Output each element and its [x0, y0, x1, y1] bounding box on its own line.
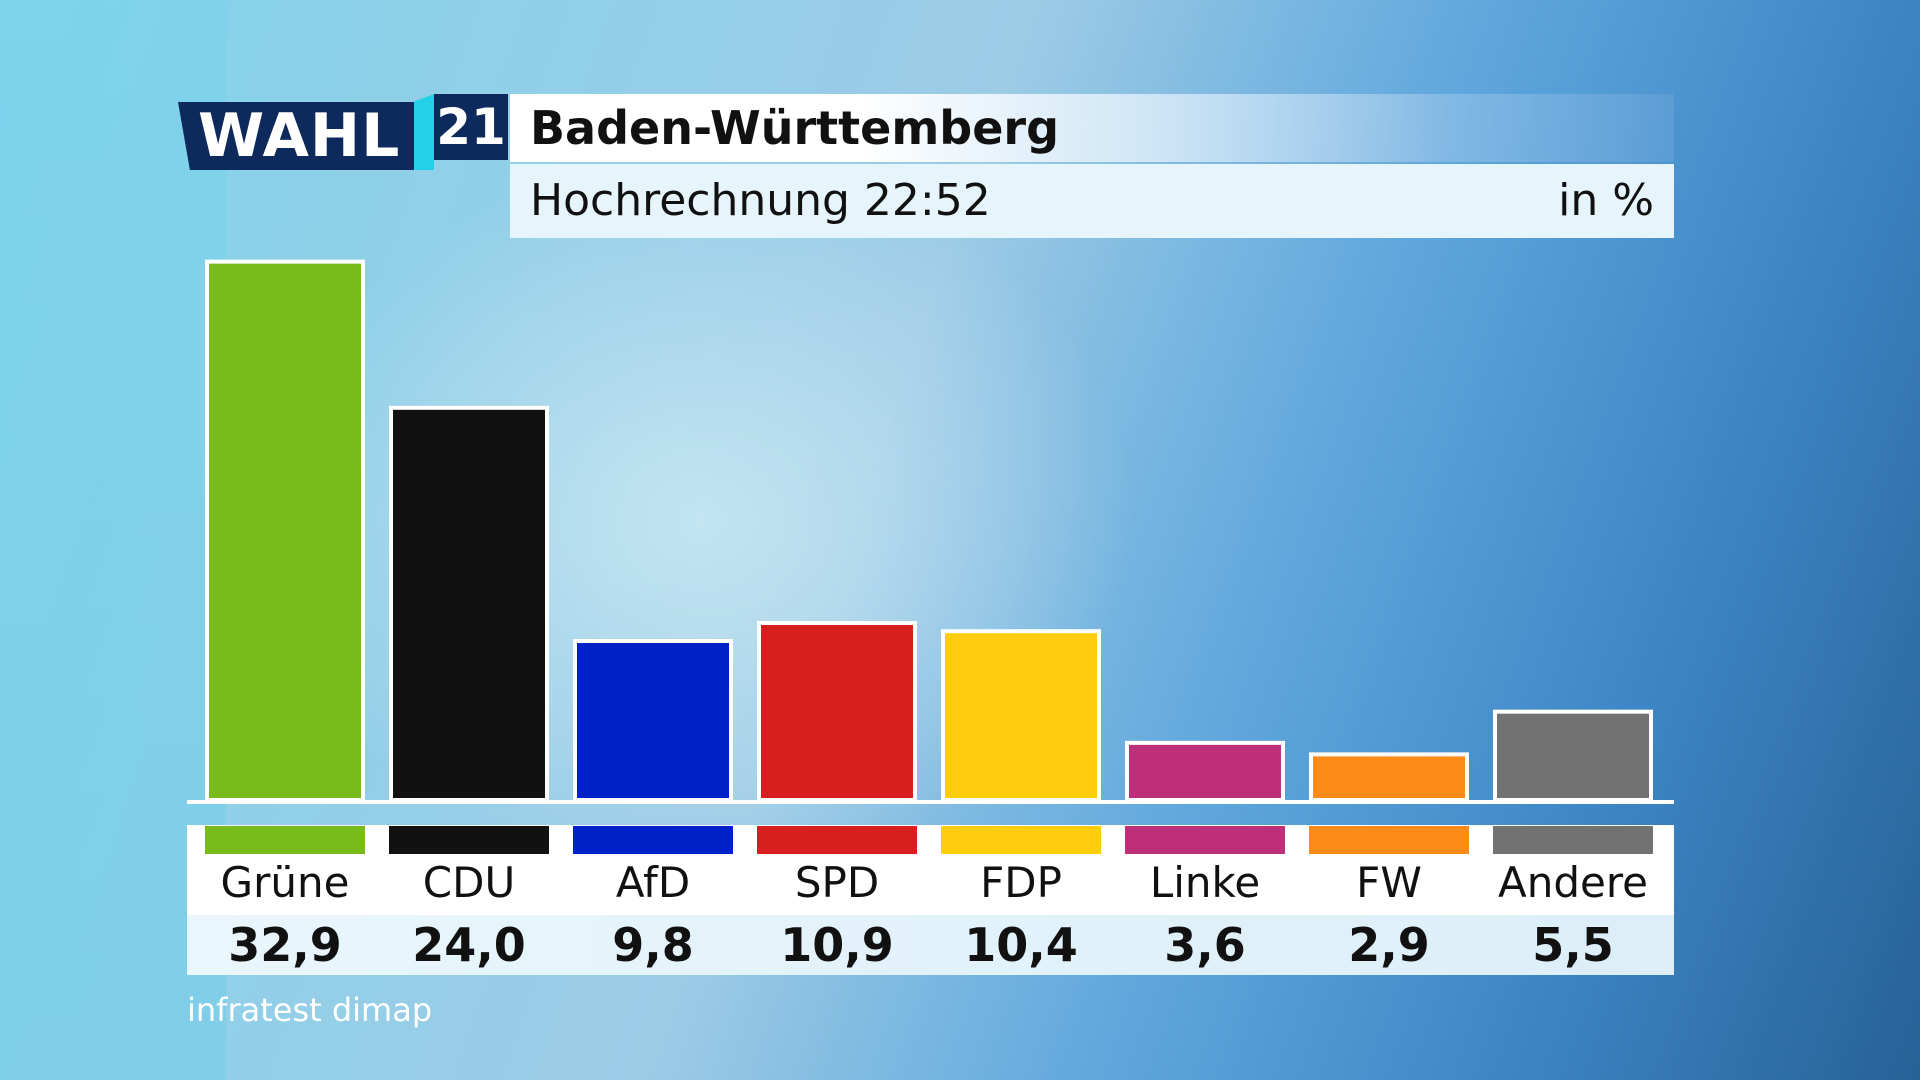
chart-subtitle-box: Hochrechnung 22:52 in %: [510, 164, 1674, 238]
wahl-logo: WAHL: [178, 102, 416, 170]
legend-swatch-7: [1493, 826, 1653, 854]
logo-accent-bar: [414, 94, 434, 170]
party-label-6: FW: [1356, 858, 1422, 907]
bar-7: [1493, 709, 1653, 803]
party-value-3: 10,9: [780, 918, 894, 972]
party-value-band: [187, 915, 1674, 975]
year-logo: 21: [434, 94, 508, 160]
bar-2: [573, 639, 733, 802]
chart-title: Baden-Württemberg: [510, 94, 1674, 162]
legend-swatch-6: [1309, 826, 1469, 854]
party-label-1: CDU: [422, 858, 516, 907]
chart-subtitle: Hochrechnung 22:52: [530, 175, 991, 226]
legend-swatch-3: [757, 826, 917, 854]
unit-label: in %: [1558, 175, 1654, 226]
bar-1: [389, 405, 549, 802]
party-value-5: 3,6: [1164, 918, 1246, 972]
party-value-4: 10,4: [964, 918, 1078, 972]
bar-3: [757, 620, 917, 803]
bar-5: [1125, 740, 1285, 803]
legend-swatch-2: [573, 826, 733, 854]
party-value-1: 24,0: [412, 918, 526, 972]
chart-baseline: [187, 800, 1674, 804]
bar-4: [941, 629, 1101, 802]
legend-swatch-4: [941, 826, 1101, 854]
party-value-6: 2,9: [1348, 918, 1430, 972]
bar-0: [205, 259, 365, 803]
bar-6: [1309, 752, 1469, 802]
party-value-2: 9,8: [612, 918, 694, 972]
legend-swatch-0: [205, 826, 365, 854]
party-label-0: Grüne: [220, 858, 350, 907]
party-value-7: 5,5: [1532, 918, 1614, 972]
party-value-0: 32,9: [228, 918, 342, 972]
source-label: infratest dimap: [187, 991, 433, 1029]
party-label-3: SPD: [794, 858, 880, 907]
party-label-7: Andere: [1497, 858, 1649, 907]
party-label-2: AfD: [615, 858, 691, 907]
legend-swatch-5: [1125, 826, 1285, 854]
legend-swatch-1: [389, 826, 549, 854]
party-label-5: Linke: [1149, 858, 1261, 907]
party-label-4: FDP: [980, 858, 1062, 907]
